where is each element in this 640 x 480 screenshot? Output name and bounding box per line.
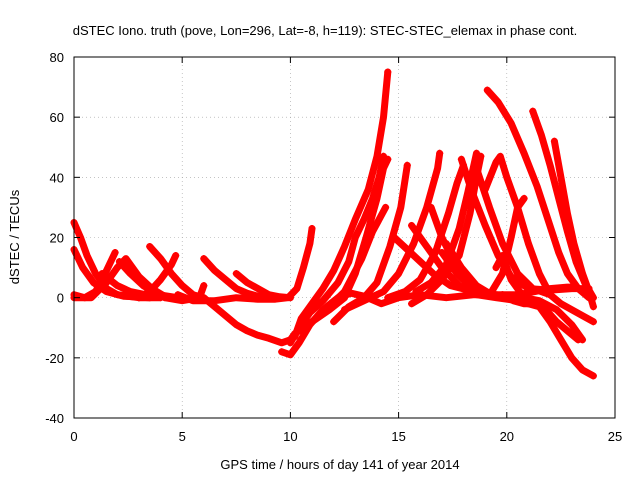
y-tick-label: -20 <box>45 351 64 366</box>
arc-20 <box>341 149 444 314</box>
arc-27-start-marker <box>438 249 446 257</box>
arc-16-end-marker <box>384 68 392 76</box>
y-tick-label: 20 <box>50 231 64 246</box>
arc-15-end-marker <box>379 152 387 160</box>
arc-24-start-marker <box>390 234 398 241</box>
arc-23-start-marker <box>408 300 416 308</box>
arc-7-start-marker <box>135 294 143 302</box>
arc-38-end-marker <box>574 336 582 344</box>
arc-13-start-marker <box>174 291 182 299</box>
arc-20-start-marker <box>341 306 348 314</box>
arc-11-start-marker <box>200 255 208 263</box>
arc-38 <box>499 291 582 344</box>
arc-21 <box>384 161 467 302</box>
arc-3-end-marker <box>111 249 119 257</box>
axis-ticks <box>73 56 616 419</box>
arc-34 <box>481 152 597 326</box>
arc-28-start-marker <box>442 240 450 248</box>
x-tick-label: 5 <box>179 429 186 444</box>
arc-36-start-marker <box>492 264 500 272</box>
chart-title: dSTEC Iono. truth (pove, Lon=296, Lat=-8… <box>73 23 578 38</box>
arc-17-end-marker <box>384 155 392 163</box>
arc-28 <box>442 240 513 300</box>
arc-31-start-marker <box>483 86 491 94</box>
arc-21-start-marker <box>384 294 392 302</box>
arc-5-start-marker <box>98 270 106 278</box>
arc-37-end-marker <box>589 372 597 380</box>
arc-25-start-marker <box>408 221 416 229</box>
arc-30 <box>473 164 554 299</box>
arc-10 <box>200 294 299 347</box>
arc-15 <box>286 152 387 347</box>
arc-30-start-marker <box>473 164 481 172</box>
arc-32-start-marker <box>529 107 537 115</box>
arc-12-start-marker <box>232 270 240 278</box>
arc-33-start-marker <box>550 137 558 145</box>
arc-14-start-marker <box>278 348 286 356</box>
y-tick-label: -40 <box>45 411 64 426</box>
arc-33 <box>550 137 597 311</box>
arc-33-end-marker <box>589 303 597 311</box>
arc-35-start-marker <box>488 288 496 296</box>
arc-7-end-marker <box>172 252 180 260</box>
arc-20-end-marker <box>436 149 444 157</box>
arc-13 <box>174 225 316 305</box>
x-tick-label: 25 <box>608 429 622 444</box>
arc-7 <box>135 252 180 302</box>
arc-19-end-marker <box>403 161 411 169</box>
arc-23-end-marker <box>477 152 485 160</box>
arc-17-start-marker <box>291 330 299 338</box>
arc-35 <box>488 194 528 296</box>
arc-8-start-marker <box>146 243 154 251</box>
y-tick-label: 40 <box>50 170 64 185</box>
y-tick-label: 0 <box>57 291 64 306</box>
data-series <box>70 68 597 380</box>
arc-29-start-marker <box>457 155 465 163</box>
y-tick-label: 80 <box>50 50 64 65</box>
arc-13-end-marker <box>308 224 316 232</box>
arc-38-start-marker <box>498 291 506 299</box>
arc-34-start-marker <box>481 185 489 193</box>
arc-18-start-marker <box>297 327 305 335</box>
y-tick-label: 60 <box>50 110 64 125</box>
y-tick-labels: -40 -20 0 20 40 60 80 <box>45 50 64 426</box>
arc-34-end-marker <box>589 318 597 326</box>
arc-18-end-marker <box>382 203 390 211</box>
arc-35-end-marker <box>520 194 528 202</box>
arc-22-end-marker <box>473 149 481 157</box>
arc-22-start-marker <box>412 288 420 296</box>
x-tick-labels: 0 5 10 15 20 25 <box>70 429 622 444</box>
y-axis-label: dSTEC / TECUs <box>7 189 22 284</box>
x-tick-label: 10 <box>283 429 297 444</box>
x-tick-label: 15 <box>391 429 405 444</box>
arc-31 <box>483 86 593 302</box>
arc-6-start-marker <box>115 258 123 266</box>
arc-15-start-marker <box>286 339 294 347</box>
x-tick-label: 20 <box>500 429 514 444</box>
arc-16 <box>291 68 392 341</box>
arc-26-start-marker <box>427 203 435 211</box>
arc-5 <box>98 270 169 300</box>
arc-36 <box>492 252 586 344</box>
arc-9-end-marker <box>200 282 208 290</box>
arc-9-start-marker <box>161 294 169 302</box>
x-tick-label: 0 <box>70 429 77 444</box>
arc-18 <box>297 203 390 335</box>
x-axis-label: GPS time / hours of day 141 of year 2014 <box>220 457 459 472</box>
arc-19-start-marker <box>330 318 338 326</box>
